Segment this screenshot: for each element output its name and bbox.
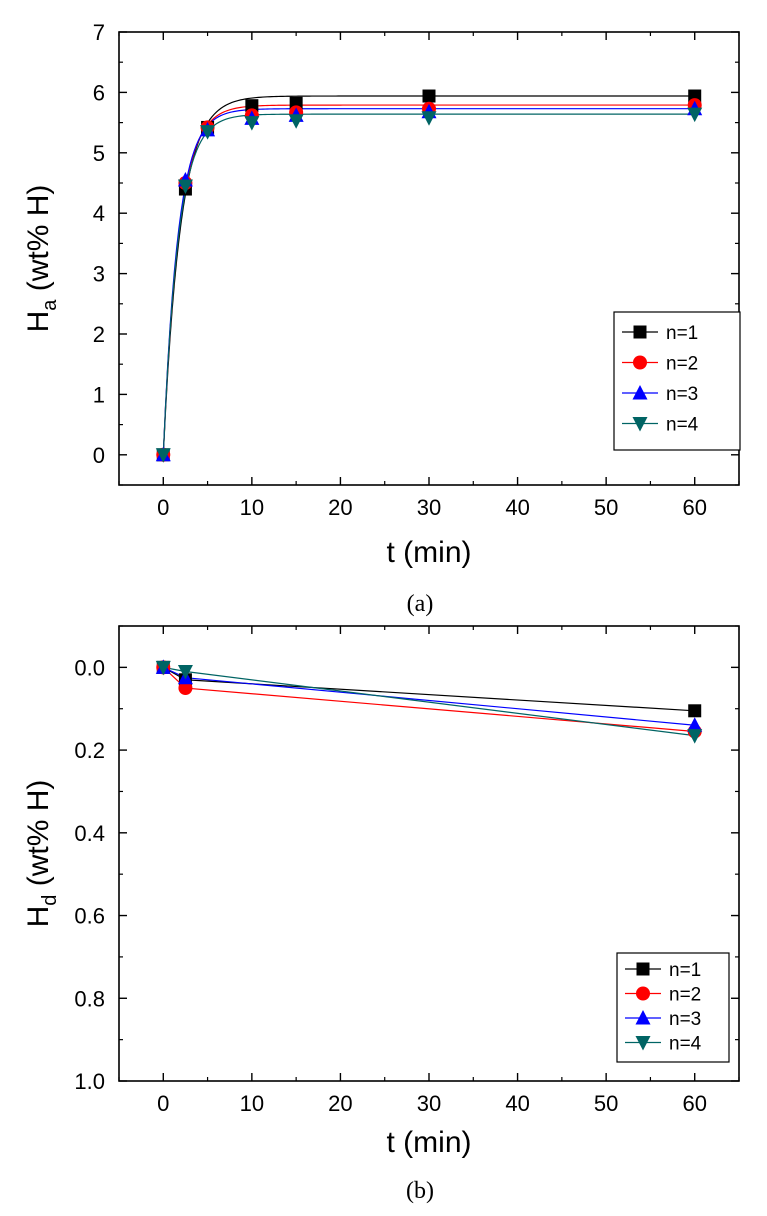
- data-point-n=4: [687, 107, 703, 123]
- x-tick-label: 60: [682, 1091, 706, 1116]
- y-tick-label: 0.4: [74, 821, 105, 846]
- x-tick-label: 50: [594, 495, 618, 520]
- y-tick-label: 6: [93, 80, 105, 105]
- legend-marker: [633, 325, 647, 339]
- legend-marker: [636, 986, 650, 1001]
- y-tick-label: 0: [93, 443, 105, 468]
- y-tick-label: 1: [93, 382, 105, 407]
- x-tick-label: 10: [240, 495, 264, 520]
- data-point-n=4: [155, 660, 171, 676]
- y-tick-label: 4: [93, 201, 105, 226]
- legend-marker: [633, 355, 647, 370]
- x-axis-title: t (min): [387, 1126, 472, 1159]
- legend-marker: [635, 1036, 651, 1051]
- data-point-n=4: [244, 116, 260, 131]
- data-point-n=1: [245, 99, 259, 113]
- legend-label: n=1: [669, 960, 701, 981]
- x-tick-label: 60: [682, 495, 706, 520]
- x-axis-title: t (min): [387, 536, 472, 569]
- chart-panel-b: 0 10 20 30 40 50 60 0.0 0.2 0.4 0.6 0.8 1.0 t (min) Hd…: [22, 625, 740, 1204]
- chart-panel-a: 0 10 20 30 40 50 60 0 1 2 3 4 5 6 7 t (min) Ha (wt% H) (a…: [22, 20, 741, 617]
- x-tick-label: 0: [157, 495, 169, 520]
- legend-marker: [636, 962, 650, 976]
- x-tick-label: 10: [240, 1091, 264, 1116]
- x-tick-label: 40: [505, 495, 529, 520]
- data-point-n=4: [200, 125, 216, 140]
- legend-marker: [635, 1010, 651, 1025]
- y-tick-label: 1.0: [74, 1069, 105, 1094]
- legend-label: n=1: [666, 323, 698, 344]
- legend-box: [616, 952, 730, 1063]
- x-tick-label: 30: [417, 495, 441, 520]
- data-point-n=4: [288, 114, 304, 129]
- y-tick-label: 5: [93, 141, 105, 166]
- y-tick-label: 3: [93, 262, 105, 287]
- legend-marker: [632, 385, 648, 400]
- y-tick-label: 0.6: [74, 904, 105, 929]
- legend-marker: [632, 417, 648, 432]
- x-tick-label: 20: [328, 1091, 352, 1116]
- legend-label: n=2: [666, 354, 698, 375]
- series-line-n=4: [163, 666, 695, 737]
- series-line-n=2: [162, 666, 695, 733]
- data-point-n=3: [687, 717, 703, 732]
- y-tick-label: 0.0: [74, 655, 105, 680]
- legend-label: n=3: [669, 1009, 701, 1030]
- data-point-n=4: [177, 665, 193, 680]
- y-tick-label: 0.8: [74, 986, 105, 1011]
- x-tick-label: 20: [328, 495, 352, 520]
- y-axis-title: Hd (wt% H): [22, 780, 61, 928]
- legend-label: n=4: [669, 1034, 702, 1055]
- y-axis-title: Ha (wt% H): [22, 185, 61, 333]
- data-point-n=1: [688, 704, 702, 718]
- series-line-n=1: [162, 666, 695, 712]
- figure-caption: (a): [407, 591, 434, 617]
- x-tick-label: 30: [417, 1091, 441, 1116]
- legend-label: n=4: [666, 415, 699, 436]
- figure-caption: (b): [406, 1178, 434, 1204]
- data-point-n=4: [155, 448, 171, 463]
- data-point-n=2: [178, 681, 193, 696]
- y-tick-label: 2: [93, 322, 105, 347]
- x-tick-label: 0: [157, 1091, 169, 1116]
- x-tick-label: 50: [594, 1091, 618, 1116]
- data-point-n=4: [421, 111, 437, 126]
- data-point-n=1: [422, 89, 436, 103]
- legend-label: n=3: [666, 384, 698, 405]
- series-line-n=3: [163, 666, 695, 726]
- data-point-n=4: [687, 729, 703, 744]
- data-point-n=4: [177, 179, 193, 195]
- y-tick-label: 7: [93, 20, 105, 45]
- legend-label: n=2: [669, 985, 701, 1006]
- x-tick-label: 40: [505, 1091, 529, 1116]
- y-tick-label: 0.2: [74, 738, 105, 763]
